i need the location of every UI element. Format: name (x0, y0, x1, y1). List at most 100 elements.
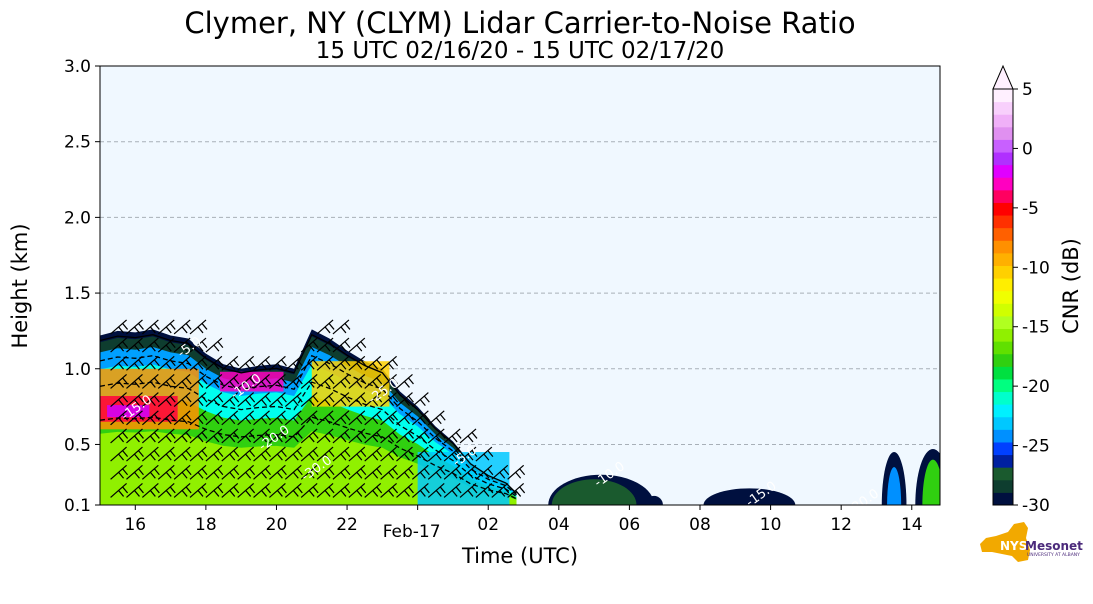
wind-barb (157, 319, 176, 335)
wind-barb (491, 482, 510, 498)
wind-barb (411, 464, 430, 480)
colorbar-swatch (993, 341, 1013, 355)
colorbar-swatch (993, 265, 1013, 279)
wind-barb (300, 464, 319, 480)
wind-barb (332, 355, 351, 371)
colorbar-swatch (993, 416, 1013, 430)
plot-frame (99, 65, 941, 506)
colorbar-swatch (993, 189, 1013, 203)
colorbar-swatch (993, 290, 1013, 304)
wind-barb (157, 392, 176, 408)
wind-barb (205, 446, 224, 462)
x-tick-label: 18 (195, 515, 217, 535)
colorbar-swatch (993, 479, 1013, 493)
wind-barb (221, 373, 240, 389)
wind-barb (141, 337, 160, 353)
wind-barb (332, 446, 351, 462)
y-axis-label: Height (km) (8, 223, 32, 348)
x-tick-label: 14 (901, 515, 923, 535)
wind-barb (475, 482, 494, 498)
wind-barb (110, 464, 129, 480)
wind-barb (364, 355, 383, 371)
wind-barb (284, 392, 303, 408)
wind-barb (316, 392, 335, 408)
wind-barb (205, 428, 224, 444)
wind-barb (141, 446, 160, 462)
logo-brand: NYS (1000, 539, 1027, 553)
ny-state-shape-icon (980, 522, 1030, 562)
wind-barb (173, 464, 192, 480)
wind-barb (221, 392, 240, 408)
wind-barb (380, 446, 399, 462)
colorbar-swatch (993, 89, 1013, 103)
colorbar-swatch (993, 152, 1013, 166)
wind-barb (189, 337, 208, 353)
x-tick-label: 12 (830, 515, 852, 535)
wind-barb (269, 446, 287, 462)
wind-barb (364, 410, 383, 426)
wind-barb (237, 428, 256, 444)
wind-barb (380, 482, 399, 498)
wind-barb (157, 355, 176, 371)
wind-barb (332, 373, 351, 389)
wind-barb (205, 373, 224, 389)
wind-barb (157, 446, 176, 462)
wind-barb (173, 446, 192, 462)
wind-barb (253, 355, 271, 371)
wind-barb (173, 392, 192, 408)
colorbar-swatch (993, 114, 1013, 128)
colorbar-swatch (993, 164, 1013, 178)
wind-barb (348, 373, 367, 389)
wind-barb (126, 319, 144, 335)
wind-barb (269, 392, 287, 408)
chart-title: Clymer, NY (CLYM) Lidar Carrier-to-Noise… (184, 6, 855, 40)
wind-barb (348, 446, 367, 462)
wind-barb (189, 392, 208, 408)
wind-barb (173, 355, 192, 371)
colorbar: 5 0 -5 -10 -15 -20 -25 -30 (992, 64, 1050, 516)
x-tick-label: 22 (336, 515, 358, 535)
wind-barb (284, 464, 303, 480)
wind-barb (380, 392, 399, 408)
wind-barb (396, 373, 414, 389)
wind-barb (173, 373, 192, 389)
x-tick-label: 16 (124, 515, 146, 535)
wind-barb (189, 428, 208, 444)
cloud-patch (551, 479, 637, 505)
colorbar-tick-label: -10 (1022, 258, 1050, 278)
wind-barb (348, 355, 367, 371)
wind-barb (189, 373, 208, 389)
wind-barb (427, 464, 446, 480)
wind-barb (237, 464, 256, 480)
wind-barb (173, 410, 192, 426)
wind-barb (126, 392, 144, 408)
colorbar-tick-label: -15 (1022, 318, 1050, 338)
cloud-patch (645, 495, 663, 505)
wind-barb (316, 446, 335, 462)
wind-barb (284, 373, 303, 389)
wind-barb (253, 428, 271, 444)
logo-name: Mesonet (1025, 539, 1083, 553)
wind-barb (110, 410, 129, 426)
colorbar-tick-label: -30 (1022, 496, 1050, 516)
wind-barb (110, 319, 129, 335)
wind-barb (316, 482, 335, 498)
wind-barb (284, 482, 303, 498)
wind-barb (157, 337, 176, 353)
x-tick-label: 06 (619, 515, 641, 535)
wind-barb (427, 446, 446, 462)
wind-barb (253, 446, 271, 462)
wind-barb (364, 482, 383, 498)
y-tick-label: 2.5 (64, 133, 91, 153)
colorbar-swatch (993, 126, 1013, 140)
colorbar-swatch (993, 278, 1013, 292)
wind-barb (380, 428, 399, 444)
wind-barb (396, 428, 414, 444)
colorbar-tick-label: 5 (1022, 80, 1033, 100)
wind-barb (269, 428, 287, 444)
wind-barb (507, 482, 526, 498)
wind-barb (427, 410, 446, 426)
wind-barb (126, 373, 144, 389)
wind-barb (332, 410, 351, 426)
